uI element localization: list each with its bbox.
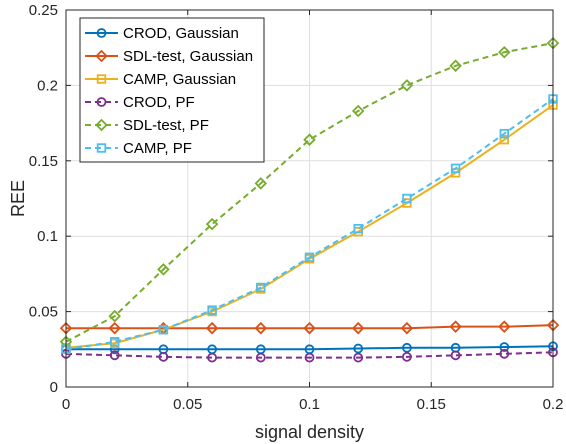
legend-marker (96, 74, 107, 84)
legend-item: CROD, Gaussian (85, 25, 239, 42)
data-point (449, 320, 462, 333)
data-point (353, 352, 364, 363)
y-tick-label: 0.2 (37, 77, 58, 94)
data-point (400, 79, 414, 92)
data-point (108, 321, 121, 335)
legend-label: CROD, PF (123, 94, 195, 111)
data-point (449, 59, 462, 73)
x-tick-label: 0.05 (173, 396, 202, 413)
series-line (66, 324, 554, 330)
x-axis-label: signal density (255, 422, 364, 442)
legend-box (79, 17, 265, 163)
y-axis-label: REE (8, 180, 28, 217)
data-point (353, 343, 364, 354)
data-point (400, 321, 414, 335)
legend-label: SDL-test, Gaussian (123, 48, 253, 65)
series-line (65, 351, 554, 359)
data-point (499, 348, 510, 359)
legend-item: CROD, PF (85, 94, 195, 111)
legend-marker (96, 28, 107, 38)
y-tick-label: 0 (50, 379, 58, 396)
data-point (158, 351, 169, 362)
data-point (351, 321, 365, 335)
legend-item: CAMP, Gaussian (85, 71, 236, 88)
data-point (254, 177, 268, 190)
legend-item: SDL-test, PF (85, 117, 209, 134)
data-point (450, 350, 461, 361)
data-point (207, 305, 217, 315)
data-point (401, 351, 412, 362)
data-point (109, 350, 120, 361)
data-point (108, 309, 121, 323)
data-point (205, 321, 219, 335)
data-point (205, 217, 219, 231)
data-point (304, 252, 315, 263)
data-point (401, 342, 412, 353)
legend-marker (96, 143, 107, 153)
series-line (66, 345, 554, 351)
data-point (353, 223, 363, 234)
data-point (256, 282, 266, 293)
legend-label: CAMP, PF (123, 140, 192, 157)
ticks: 0 0.05 0.1 0.15 0.2 0 0.05 0.1 0.15 0.2 0.25 (29, 2, 564, 413)
data-point (498, 45, 511, 59)
data-point (498, 320, 511, 333)
data-point (402, 193, 412, 204)
y-tick-label: 0.15 (29, 153, 58, 170)
data-point (255, 352, 266, 363)
data-point (351, 104, 365, 118)
legend-marker (95, 49, 108, 63)
legend-marker (96, 97, 107, 107)
legend: CROD, Gaussian SDL-test, Gaussian CAMP, Ga… (79, 17, 265, 163)
data-point (304, 352, 315, 363)
series-line (65, 42, 554, 343)
data-point (499, 128, 509, 139)
data-point (303, 133, 316, 146)
legend-label: CAMP, Gaussian (123, 71, 236, 88)
data-point (157, 263, 170, 276)
legend-item: SDL-test, Gaussian (85, 48, 253, 65)
legend-marker (95, 118, 108, 132)
x-tick-label: 0 (62, 396, 70, 413)
data-point (158, 324, 169, 335)
y-tick-label: 0.1 (37, 228, 58, 245)
legend-label: CROD, Gaussian (123, 25, 239, 42)
data-point (254, 321, 268, 335)
series-layer (59, 36, 560, 363)
data-point (450, 163, 461, 174)
y-tick-label: 0.25 (29, 2, 58, 19)
data-point (499, 342, 510, 352)
legend-item: CAMP, PF (85, 140, 192, 157)
y-tick-label: 0.05 (29, 304, 58, 321)
data-point (303, 321, 316, 335)
data-point (207, 352, 218, 363)
x-tick-label: 0.15 (417, 396, 446, 413)
series-line (65, 98, 554, 351)
x-tick-label: 0.1 (299, 396, 320, 413)
legend-label: SDL-test, PF (123, 117, 209, 134)
data-point (499, 134, 509, 145)
series-3 (61, 347, 558, 363)
x-tick-label: 0.2 (543, 396, 564, 413)
data-point (110, 337, 120, 347)
